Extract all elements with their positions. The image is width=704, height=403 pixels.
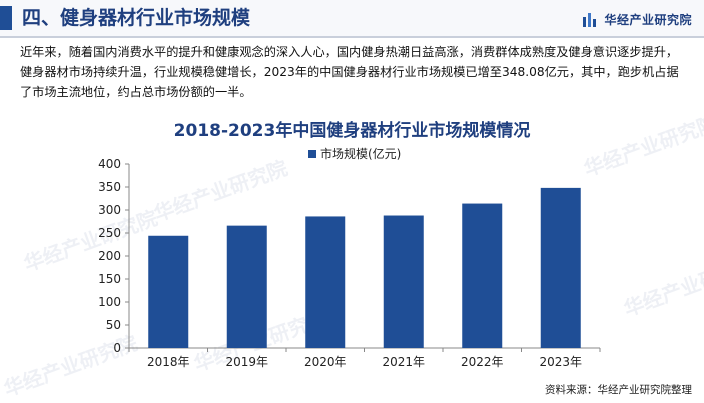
bar <box>226 225 267 348</box>
brand: 华经产业研究院 <box>582 9 692 29</box>
bar <box>305 216 346 348</box>
bar-logo-icon <box>583 13 597 27</box>
y-tick-label: 150 <box>98 272 121 286</box>
x-tick-label: 2020年 <box>304 355 347 369</box>
source-note: 资料来源：华经产业研究院整理 <box>545 384 692 396</box>
section-title: 四、健身器材行业市场规模 <box>22 7 251 29</box>
bar <box>383 215 424 348</box>
brand-name: 华经产业研究院 <box>604 12 692 27</box>
x-tick-label: 2023年 <box>539 355 582 369</box>
bar <box>540 187 581 348</box>
y-tick-label: 0 <box>113 341 121 355</box>
y-axis: 0 50 100 150 200 250 300 350 400 <box>98 157 130 355</box>
x-tick-label: 2019年 <box>225 355 268 369</box>
y-tick-label: 350 <box>98 180 121 194</box>
section-header: 四、健身器材行业市场规模 华经产业研究院 <box>0 0 704 38</box>
bar-series <box>148 187 581 348</box>
y-tick-label: 100 <box>98 295 121 309</box>
legend-label: 市场规模(亿元) <box>320 146 401 161</box>
x-tick-label: 2021年 <box>382 355 425 369</box>
chart-title: 2018-2023年中国健身器材行业市场规模情况 <box>173 121 531 141</box>
legend-swatch <box>308 150 316 158</box>
bar <box>148 235 189 348</box>
x-axis: 2018年 2019年 2020年 2021年 2022年 2023年 <box>128 347 601 369</box>
bar <box>462 203 503 348</box>
y-tick-label: 300 <box>98 203 121 217</box>
legend: 市场规模(亿元) <box>308 146 401 161</box>
y-tick-label: 200 <box>98 249 121 263</box>
x-tick-label: 2022年 <box>461 355 504 369</box>
y-tick-label: 400 <box>98 157 121 171</box>
header-accent-bar <box>0 6 12 30</box>
y-tick-label: 250 <box>98 226 121 240</box>
y-tick-label: 50 <box>106 318 121 332</box>
body-paragraph: 近年来，随着国内消费水平的提升和健康观念的深入人心，国内健身热潮日益高涨，消费群… <box>20 45 679 99</box>
x-tick-label: 2018年 <box>147 355 190 369</box>
